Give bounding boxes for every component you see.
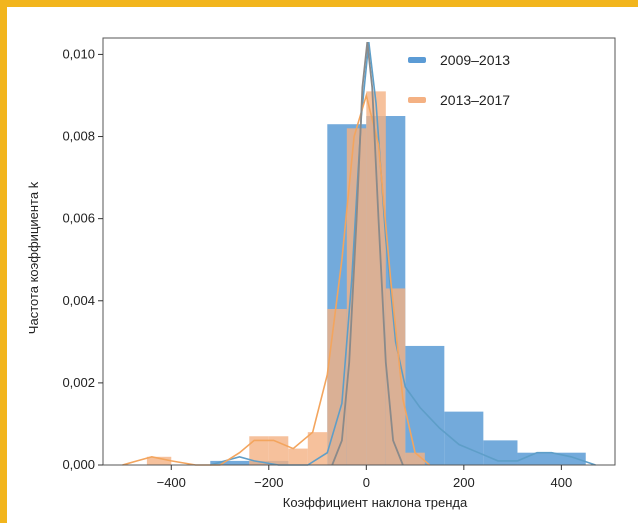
- y-axis-ticks: 0,000 0,002 0,004 0,006 0,008 0,010: [62, 46, 103, 472]
- legend-swatch-2013-2017: [408, 97, 426, 103]
- bar-2009-2013-5: [444, 411, 484, 465]
- y-tick-label-1: 0,002: [62, 375, 95, 390]
- y-tick-label-5: 0,010: [62, 46, 95, 61]
- kde-line-peak: [331, 42, 404, 466]
- y-tick-label-3: 0,006: [62, 211, 95, 226]
- bar-2013-2017-0: [146, 456, 172, 465]
- x-axis-label: Коэффициент наклона тренда: [283, 495, 468, 510]
- plot-area-frame: [102, 37, 616, 466]
- x-tick-label-1: −200: [254, 475, 283, 490]
- y-tick-label-0: 0,000: [62, 457, 95, 472]
- bar-2013-2017-6: [346, 128, 367, 466]
- bar-2009-2013-0: [210, 460, 250, 465]
- legend: 2009–2013 2013–2017: [408, 52, 510, 108]
- bar-2013-2017-5: [327, 308, 347, 465]
- bar-2013-2017-7: [366, 91, 386, 465]
- bar-2013-2017-3: [288, 448, 308, 465]
- x-tick-label-0: −400: [157, 475, 186, 490]
- legend-swatch-2009-2013: [408, 57, 426, 63]
- x-tick-label-3: 200: [453, 475, 475, 490]
- frame-left-border: [0, 0, 7, 523]
- series-2013-2017-bars: [146, 91, 425, 466]
- y-axis-label: Частота коэффициента k: [26, 181, 41, 334]
- bar-2013-2017-4: [307, 432, 328, 465]
- legend-label-2009-2013: 2009–2013: [440, 52, 510, 68]
- bar-2013-2017-2: [268, 436, 289, 465]
- frame-top-border: [0, 0, 638, 7]
- y-tick-label-2: 0,004: [62, 293, 95, 308]
- y-tick-label-4: 0,008: [62, 129, 95, 144]
- legend-label-2013-2017: 2013–2017: [440, 92, 510, 108]
- bar-2013-2017-1: [249, 436, 269, 465]
- kde-line-2013-2017: [122, 92, 431, 466]
- bar-2009-2013-4: [405, 345, 445, 465]
- x-tick-label-2: 0: [363, 475, 370, 490]
- x-tick-label-4: 400: [551, 475, 573, 490]
- x-axis-ticks: −400 −200 0 200 400: [157, 465, 573, 490]
